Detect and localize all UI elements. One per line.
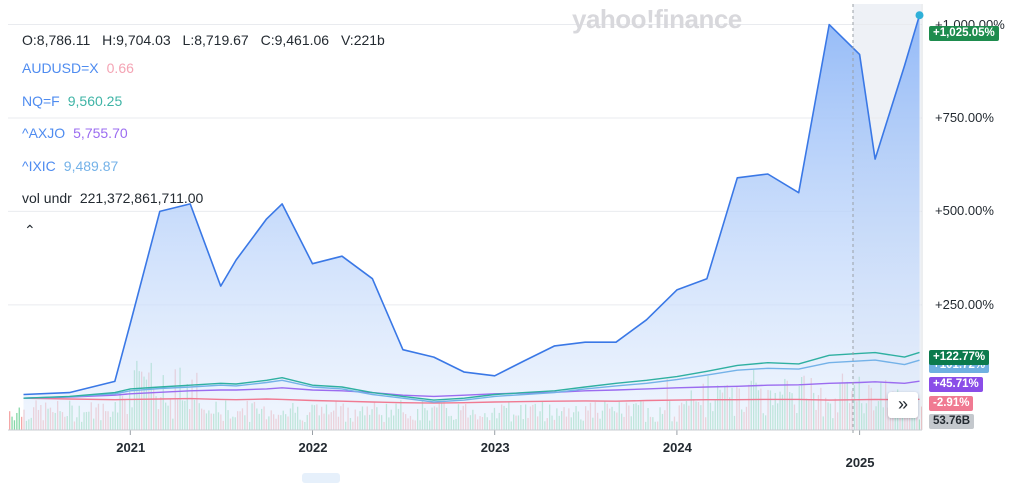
- yahoo-finance-watermark: yahoo!finance: [572, 4, 742, 34]
- value-badge: +45.71%: [929, 377, 983, 392]
- volume-bar: [21, 416, 23, 430]
- x-tick-label: 2021: [116, 440, 146, 455]
- y-tick-label: +750.00%: [935, 109, 994, 125]
- series-line-ixic: [23, 359, 920, 403]
- legend-item[interactable]: ^AXJO 5,755.70: [22, 125, 128, 141]
- double-chevron-right-icon[interactable]: »: [888, 392, 918, 418]
- legend-value: 9,560.25: [67, 92, 123, 109]
- open-value: O:8,786.11: [22, 32, 91, 48]
- last-price-dot: [915, 11, 924, 20]
- volume-bar: [13, 420, 16, 430]
- x-tick-label: 2022: [298, 440, 328, 455]
- chevron-up-icon[interactable]: ⌃: [24, 222, 36, 238]
- series-line-audusdx: [23, 14, 921, 396]
- volume-bar: [9, 411, 11, 430]
- series-line-axjo: [23, 380, 920, 399]
- legend-symbol: vol undr: [22, 190, 72, 206]
- volume-bar: [11, 416, 13, 430]
- x-tick-label: 2023: [480, 440, 510, 455]
- y-tick-label: +250.00%: [935, 296, 994, 312]
- low-value: L:8,719.67: [182, 32, 249, 48]
- value-badge: -2.91%: [929, 396, 974, 411]
- high-value: H:9,704.03: [102, 32, 171, 48]
- value-badge: +1,025.05%: [929, 26, 999, 41]
- legend-value: 9,489.87: [63, 157, 119, 174]
- x-tick-label: 2024: [662, 440, 692, 455]
- legend-item[interactable]: vol undr 221,372,861,711.00: [22, 190, 203, 206]
- series-line-volundr: [23, 397, 920, 404]
- volume-bar: [16, 412, 18, 430]
- x-tick-label: 2025: [845, 455, 875, 470]
- ohlc-readout: O:8,786.11 H:9,704.03 L:8,719.67 C:9,461…: [22, 32, 393, 48]
- legend-symbol: NQ=F: [22, 92, 60, 109]
- legend-value: 0.66: [106, 60, 134, 76]
- value-badge: 53.76B: [929, 414, 975, 429]
- value-badge: +122.77%: [929, 350, 990, 365]
- legend-symbol: ^IXIC: [22, 157, 56, 174]
- legend-symbol: AUDUSD=X: [22, 60, 99, 76]
- legend-value: 5,755.70: [73, 125, 128, 141]
- y-tick-label: +500.00%: [935, 203, 994, 219]
- series-area-audusd: [23, 15, 920, 430]
- legend-item[interactable]: AUDUSD=X 0.66: [22, 60, 134, 76]
- volume-value: V:221b: [340, 32, 385, 48]
- legend-value: 221,372,861,711.00: [79, 190, 204, 206]
- bottom-tab-strip[interactable]: [302, 473, 340, 483]
- series-line-nqf: [23, 351, 920, 401]
- legend-symbol: ^AXJO: [22, 125, 66, 141]
- series-lines: [23, 14, 921, 430]
- volume-bar: [18, 407, 20, 430]
- close-value: C:9,461.06: [260, 32, 330, 48]
- legend-item[interactable]: ^IXIC 9,489.87: [22, 158, 118, 174]
- legend-item[interactable]: NQ=F 9,560.25: [22, 93, 122, 109]
